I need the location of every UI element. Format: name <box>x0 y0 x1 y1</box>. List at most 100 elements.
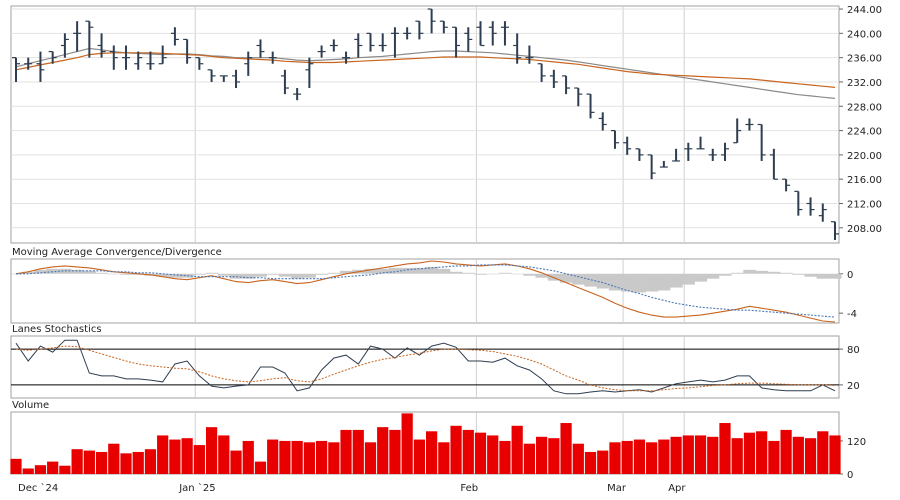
ohlc-bar <box>378 33 387 52</box>
volume-bar <box>254 461 267 474</box>
ohlc-bar <box>415 20 424 40</box>
macd-tick-label: 0 <box>847 270 853 281</box>
macd-panel: Moving Average Convergence/Divergence 0 -… <box>9 247 857 324</box>
stochastics-panel-title: Lanes Stochastics <box>12 324 102 335</box>
volume-bar <box>670 436 682 474</box>
volume-bar <box>462 429 474 474</box>
macd-histogram-bar <box>523 273 536 276</box>
x-axis-date-label: Jan `25 <box>178 482 215 494</box>
ohlc-bar <box>831 221 839 240</box>
macd-histogram-bar <box>95 272 109 274</box>
volume-bar <box>707 436 719 474</box>
macd-histogram-bar <box>669 273 683 288</box>
macd-histogram-bar <box>657 273 671 291</box>
macd-line <box>15 260 836 323</box>
volume-tick-label: 120 <box>847 437 866 448</box>
ohlc-bar <box>183 38 192 64</box>
macd-histogram-bar <box>816 273 830 279</box>
volume-bar <box>364 442 377 474</box>
ohlc-bar <box>635 148 644 161</box>
macd-histogram-bar <box>828 273 842 279</box>
ohlc-bar <box>146 51 155 70</box>
volume-bar <box>71 449 83 474</box>
ohlc-bar <box>500 21 509 46</box>
stochastics-lines <box>15 339 836 395</box>
macd-histogram-bar <box>731 272 744 274</box>
ohlc-bar <box>403 27 412 40</box>
ohlc-bar <box>342 51 351 64</box>
volume-bar <box>621 440 633 474</box>
macd-histogram-bar <box>242 273 255 279</box>
volume-bar <box>658 439 670 474</box>
volume-bar <box>328 442 340 474</box>
macd-histogram-bar <box>645 273 659 292</box>
volume-bar <box>10 458 22 474</box>
volume-bar <box>22 468 34 474</box>
ohlc-bar <box>158 45 167 65</box>
macd-histogram-bar <box>327 272 341 274</box>
x-axis-date-label: Apr <box>668 483 686 494</box>
volume-bar <box>193 445 205 474</box>
ohlc-bar <box>537 63 546 82</box>
volume-bar <box>694 435 707 474</box>
macd-histogram-bar <box>303 273 316 278</box>
macd-histogram-bar <box>755 270 769 274</box>
volume-bar <box>487 435 499 474</box>
macd-signal-line <box>16 264 836 318</box>
ohlc-bar <box>354 33 363 58</box>
macd-histogram-bar <box>682 273 695 285</box>
macd-histogram-bar <box>339 270 353 274</box>
macd-tick-label: -4 <box>847 309 857 320</box>
macd-histogram-bar <box>22 271 35 274</box>
macd-histogram-bar <box>156 273 170 277</box>
volume-bar <box>218 435 230 474</box>
ohlc-bar <box>439 20 448 34</box>
macd-histogram-bar <box>278 273 292 277</box>
ohlc-bar <box>329 39 338 52</box>
macd-histogram-bar <box>425 266 439 274</box>
macd-histogram-bar <box>83 270 96 274</box>
volume-bar <box>450 425 462 474</box>
volume-bar <box>389 429 401 474</box>
volume-bar <box>169 439 181 474</box>
volume-bar <box>572 443 584 474</box>
ohlc-bar <box>256 39 265 58</box>
price-tick-label: 236.00 <box>847 54 882 65</box>
macd-histogram-bar <box>608 273 622 291</box>
ohlc-bar <box>268 51 277 64</box>
volume-bar <box>804 438 817 474</box>
x-axis-date-label: Mar <box>607 483 627 494</box>
volume-bar <box>792 436 804 474</box>
ohlc-bar <box>73 21 82 52</box>
ohlc-bar <box>195 57 204 70</box>
price-grid <box>11 6 839 243</box>
macd-histogram-bar <box>621 273 634 292</box>
volume-bar <box>83 450 95 474</box>
ohlc-bar <box>574 87 583 107</box>
volume-bar <box>646 442 658 474</box>
volume-bar <box>291 440 303 474</box>
ohlc-bar <box>476 21 485 47</box>
stochastics-y-ticks: 80 20 <box>839 345 860 392</box>
macd-histogram-bar <box>437 268 451 274</box>
volume-bar <box>144 449 157 474</box>
volume-bar <box>719 423 731 474</box>
price-tick-label: 228.00 <box>847 102 882 113</box>
volume-bar <box>731 438 743 474</box>
macd-histogram-bar <box>217 273 231 276</box>
volume-bar <box>438 442 450 474</box>
volume-bar <box>560 423 572 474</box>
macd-histogram-bar <box>535 273 549 278</box>
price-tick-label: 212.00 <box>847 200 882 211</box>
macd-histogram-bar <box>168 273 182 278</box>
macd-histogram-bar <box>596 273 610 289</box>
volume-tick-label: 0 <box>847 470 853 481</box>
ohlc-bar <box>623 136 632 155</box>
ohlc-bar <box>317 45 326 58</box>
x-axis-date-label: Dec `24 <box>18 482 58 494</box>
macd-histogram-bar <box>779 272 793 274</box>
ohlc-bar <box>36 51 45 82</box>
ohlc-bar <box>24 57 33 70</box>
ohlc-bar <box>12 57 20 82</box>
